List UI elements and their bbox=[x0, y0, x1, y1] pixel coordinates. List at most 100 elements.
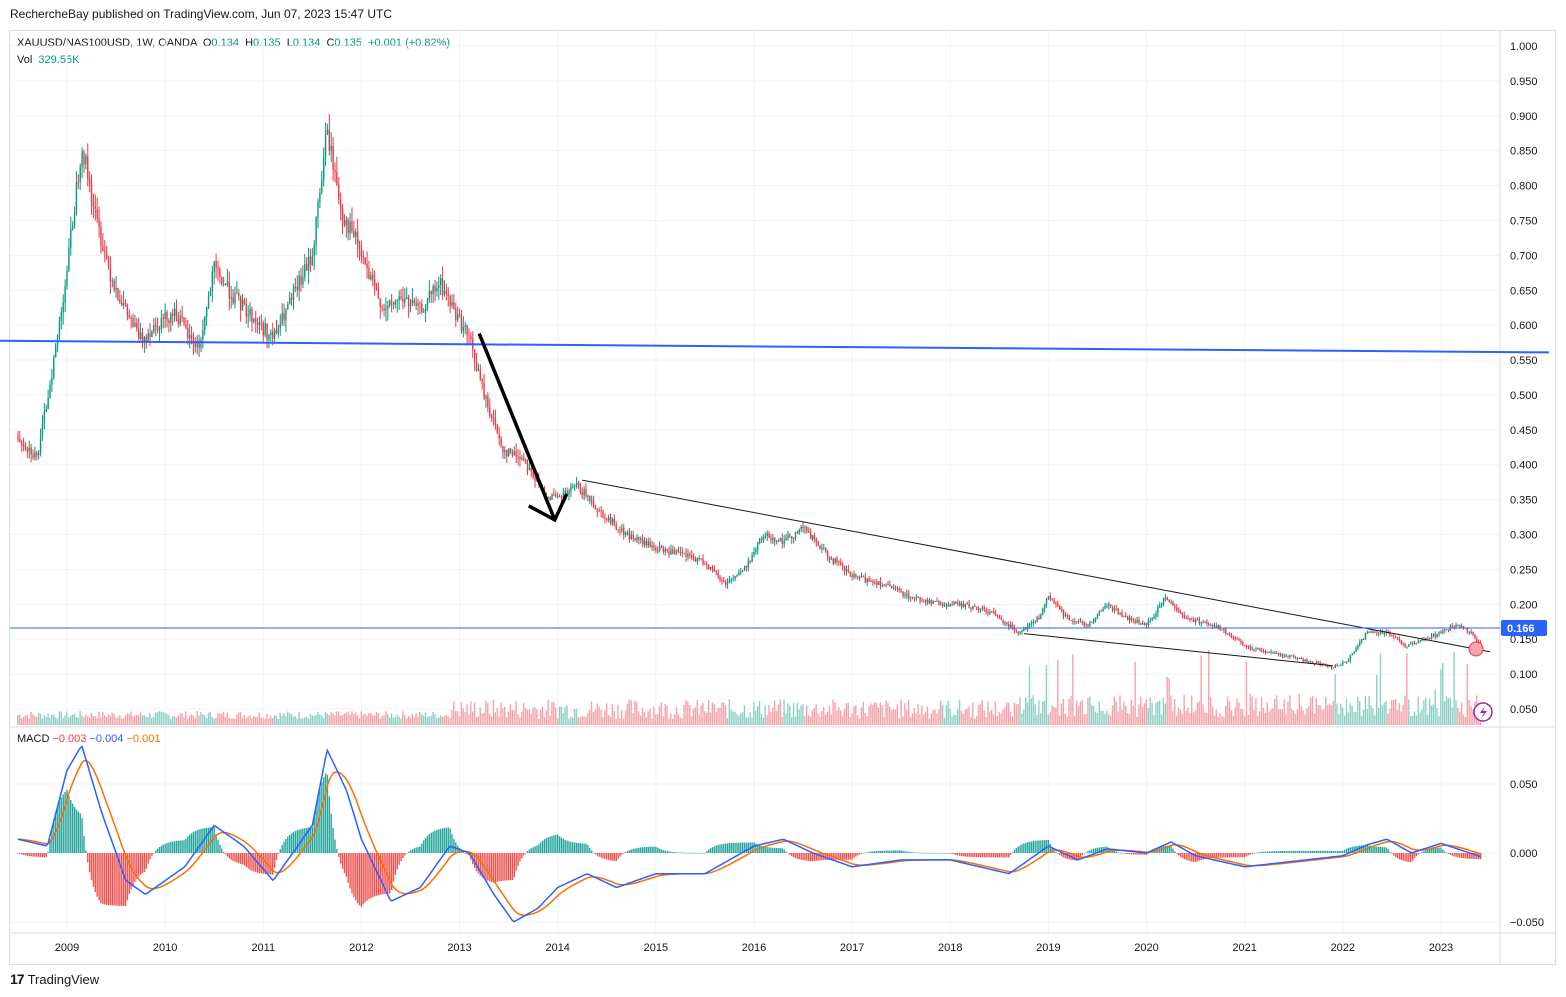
macd-hist-bar bbox=[1049, 843, 1051, 853]
volume-bar bbox=[521, 712, 523, 725]
macd-hist-bar bbox=[585, 843, 587, 853]
macd-hist-bar bbox=[670, 851, 672, 853]
macd-hist-bar bbox=[262, 853, 264, 874]
candle-body bbox=[874, 582, 876, 584]
volume-bar bbox=[1191, 695, 1193, 725]
volume-bar bbox=[821, 711, 823, 725]
volume-bar bbox=[337, 711, 340, 725]
candle-body bbox=[636, 536, 638, 541]
macd-hist-bar bbox=[1036, 840, 1038, 853]
candle-body bbox=[1323, 663, 1325, 665]
volume-bar bbox=[700, 705, 702, 725]
candle-body bbox=[22, 445, 25, 446]
volume-bar bbox=[98, 711, 100, 725]
candle-body bbox=[977, 608, 980, 610]
macd-hist-bar bbox=[360, 853, 363, 908]
macd-hist-bar bbox=[298, 829, 300, 853]
volume-bar bbox=[1034, 704, 1036, 725]
macd-legend-label[interactable]: MACD bbox=[17, 733, 50, 745]
macd-hist-bar bbox=[275, 853, 278, 861]
volume-bar bbox=[20, 718, 23, 725]
candle-body bbox=[1049, 595, 1051, 600]
macd-hist-bar bbox=[134, 853, 136, 882]
volume-bar bbox=[490, 716, 493, 725]
tradingview-branding[interactable]: 17 TradingView bbox=[10, 971, 99, 987]
volume-bar bbox=[692, 708, 695, 725]
volume-bar bbox=[879, 702, 882, 725]
candle-body bbox=[1470, 631, 1472, 633]
candle-body bbox=[577, 483, 580, 484]
price-tick-label: 0.400 bbox=[1510, 460, 1538, 472]
macd-hist-bar bbox=[1466, 853, 1469, 859]
macd-hist-bar bbox=[1023, 843, 1025, 853]
volume-bar bbox=[215, 717, 217, 725]
macd-hist-bar bbox=[796, 853, 799, 859]
candle-body bbox=[151, 331, 153, 337]
volume-bar bbox=[645, 717, 648, 725]
candle-body bbox=[1042, 608, 1044, 615]
candle-body bbox=[121, 302, 123, 306]
candle-body bbox=[407, 297, 410, 307]
macd-hist-bar bbox=[1019, 845, 1021, 853]
candle-body bbox=[51, 377, 53, 385]
macd-hist-bar bbox=[1136, 853, 1138, 855]
candle-body bbox=[21, 441, 23, 446]
macd-hist-bar bbox=[715, 845, 717, 853]
price-tick-label: 0.700 bbox=[1510, 250, 1538, 262]
volume-bar bbox=[454, 710, 457, 725]
macd-hist-bar bbox=[1028, 841, 1031, 853]
macd-hist-bar bbox=[951, 853, 953, 854]
candle-body bbox=[1360, 639, 1363, 642]
candle-body bbox=[960, 603, 963, 607]
volume-bar bbox=[1353, 711, 1355, 725]
volume-bar bbox=[1445, 696, 1448, 725]
macd-hist-bar bbox=[609, 853, 612, 861]
candle-body bbox=[466, 325, 468, 336]
volume-bar bbox=[69, 715, 72, 725]
macd-hist-bar bbox=[879, 850, 882, 853]
volume-bar bbox=[145, 716, 147, 725]
volume-bar bbox=[1107, 714, 1110, 725]
macd-hist-bar bbox=[1000, 853, 1002, 858]
macd-hist-bar bbox=[1126, 853, 1129, 855]
macd-hist-bar bbox=[1240, 853, 1242, 858]
macd-hist-bar bbox=[675, 852, 678, 853]
macd-hist-bar bbox=[162, 844, 164, 853]
volume-bar bbox=[1070, 695, 1072, 725]
candle-body bbox=[347, 219, 349, 234]
macd-hist-bar bbox=[462, 851, 465, 853]
macd-hist-bar bbox=[855, 853, 857, 857]
volume-bar bbox=[1126, 712, 1129, 725]
candle-body bbox=[1189, 618, 1191, 620]
macd-hist-bar bbox=[524, 852, 527, 854]
volume-bar bbox=[1004, 707, 1006, 725]
volume-bar bbox=[860, 707, 863, 725]
candle-body bbox=[732, 578, 734, 580]
macd-hist-bar bbox=[485, 853, 487, 880]
volume-bar bbox=[1015, 704, 1017, 725]
macd-hist-bar bbox=[45, 853, 47, 858]
candle-body bbox=[573, 486, 576, 488]
candle-body bbox=[421, 303, 423, 313]
candle-body bbox=[1289, 655, 1291, 657]
candle-body bbox=[696, 558, 699, 562]
macd-hist-bar bbox=[366, 853, 368, 901]
macd-hist-bar bbox=[857, 853, 859, 856]
candle-body bbox=[1074, 621, 1076, 623]
macd-hist-bar bbox=[75, 809, 78, 853]
volume-bar bbox=[1079, 701, 1082, 725]
volume-bar bbox=[864, 713, 866, 725]
macd-hist-bar bbox=[960, 853, 963, 857]
volume-bar bbox=[955, 715, 957, 725]
candle-body bbox=[236, 293, 238, 294]
volume-bar bbox=[658, 706, 661, 725]
candle-body bbox=[34, 452, 36, 458]
macd-hist-bar bbox=[404, 853, 406, 856]
macd-hist-bar bbox=[583, 843, 585, 853]
volume-bar bbox=[894, 709, 897, 725]
volume-bar bbox=[1130, 700, 1133, 725]
volume-bar bbox=[387, 713, 389, 725]
macd-hist-bar bbox=[1411, 853, 1414, 861]
time-tick-label: 2014 bbox=[545, 942, 569, 954]
